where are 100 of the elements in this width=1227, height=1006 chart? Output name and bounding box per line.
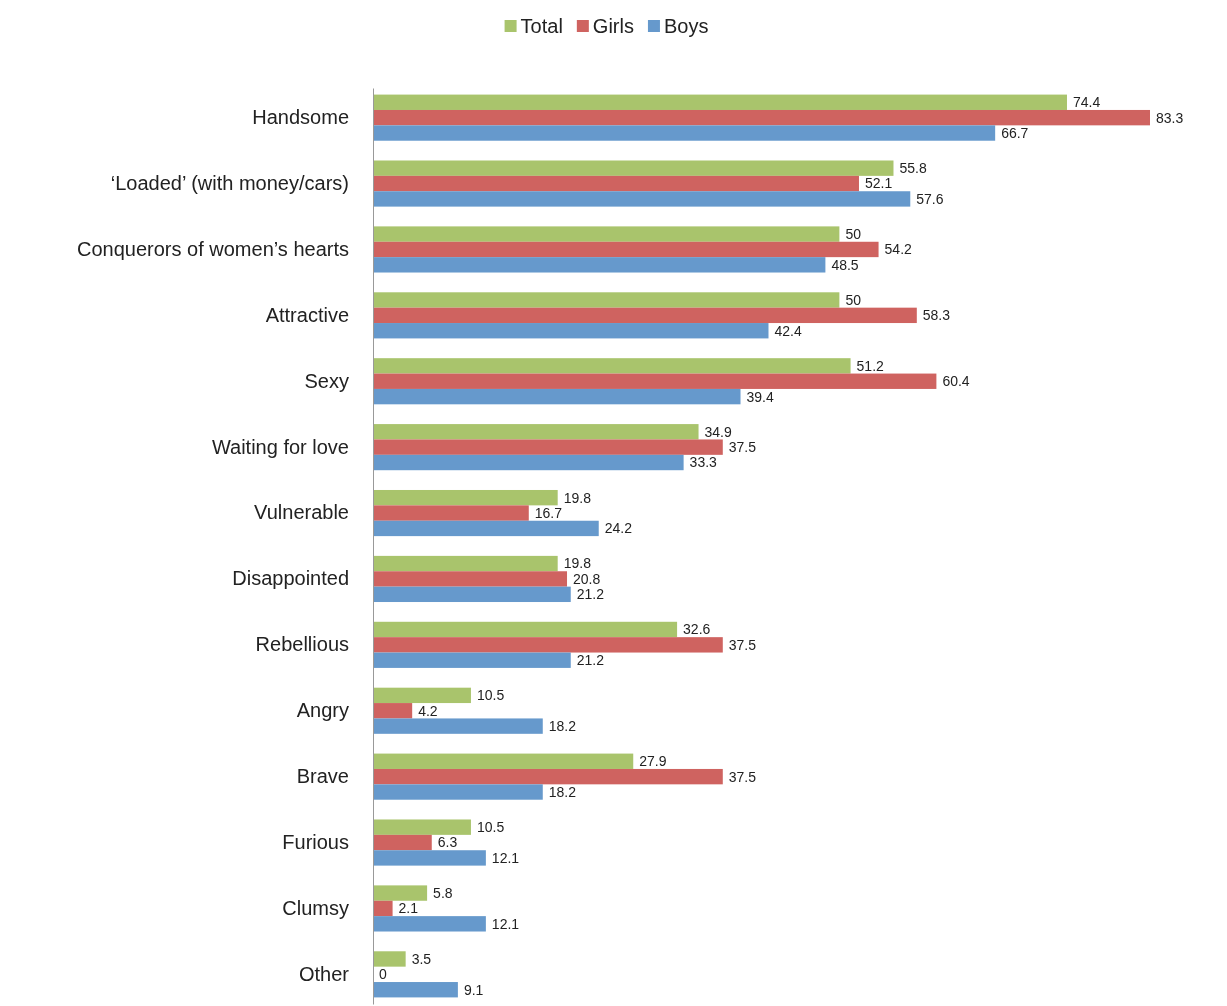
bar xyxy=(373,652,571,668)
y-tick-label: Disappointed xyxy=(232,567,349,590)
bar xyxy=(373,555,558,572)
y-tick-label: Rebellious xyxy=(255,633,349,656)
data-label: 6.3 xyxy=(437,834,458,851)
y-tick-label: Sexy xyxy=(304,369,349,392)
data-label: 27.9 xyxy=(639,753,667,770)
data-label: 54.2 xyxy=(884,241,913,258)
bar xyxy=(373,687,471,704)
bar xyxy=(373,753,634,769)
data-label: 50 xyxy=(845,291,862,308)
bar xyxy=(373,718,543,734)
bar xyxy=(373,571,568,587)
data-label: 50 xyxy=(845,225,862,242)
y-tick-label: Waiting for love xyxy=(211,435,349,458)
bar xyxy=(373,520,599,537)
data-label: 83.3 xyxy=(1156,109,1184,126)
y-tick-label: Furious xyxy=(282,830,349,853)
data-label: 37.5 xyxy=(728,439,757,456)
y-tick-label: Vulnerable xyxy=(254,501,349,524)
data-label: 9.1 xyxy=(463,981,484,998)
data-label: 57.6 xyxy=(916,190,944,207)
data-label: 60.4 xyxy=(942,373,970,390)
data-label: 37.5 xyxy=(728,636,757,653)
bar xyxy=(373,388,741,405)
data-label: 19.8 xyxy=(563,489,592,506)
bar xyxy=(373,241,879,258)
data-label: 48.5 xyxy=(831,256,859,273)
bar xyxy=(373,424,699,440)
data-label: 52.1 xyxy=(864,175,893,192)
data-label: 4.2 xyxy=(418,702,438,719)
data-label: 3.5 xyxy=(411,950,432,967)
data-label: 16.7 xyxy=(534,504,563,521)
bar xyxy=(373,454,684,471)
bar xyxy=(373,916,486,932)
bar xyxy=(373,94,1067,110)
bar xyxy=(373,358,851,374)
bar xyxy=(373,292,840,308)
bar xyxy=(373,175,859,192)
data-label: 39.4 xyxy=(746,388,774,405)
data-label: 21.2 xyxy=(576,586,605,603)
bar xyxy=(373,125,996,141)
bar xyxy=(373,586,571,603)
data-label: 10.5 xyxy=(476,687,505,704)
bar xyxy=(373,489,558,506)
data-label: 18.2 xyxy=(548,783,577,800)
bar xyxy=(373,307,917,324)
bar xyxy=(373,819,471,835)
bar xyxy=(373,373,937,389)
data-label: 33.3 xyxy=(689,454,718,471)
bar xyxy=(373,982,458,998)
data-label: 12.1 xyxy=(491,915,520,932)
y-tick-label: ‘Loaded’ (with money/cars) xyxy=(110,171,349,194)
y-tick-label: Clumsy xyxy=(282,896,349,919)
data-label: 0 xyxy=(379,966,387,983)
data-label: 12.1 xyxy=(491,849,520,866)
y-tick-label: Conquerors of women’s hearts xyxy=(77,237,349,260)
bar xyxy=(373,784,543,800)
legend-label: Girls xyxy=(592,15,634,37)
data-label: 32.6 xyxy=(683,621,711,638)
bar xyxy=(373,900,393,917)
data-label: 51.2 xyxy=(856,357,885,374)
data-label: 37.5 xyxy=(728,768,757,785)
bar xyxy=(373,834,432,851)
bar xyxy=(373,257,826,273)
bar xyxy=(373,439,723,455)
data-label: 74.4 xyxy=(1072,94,1101,111)
data-label: 21.2 xyxy=(576,652,605,669)
y-tick-label: Angry xyxy=(296,699,349,722)
bar xyxy=(373,850,486,866)
data-label: 19.8 xyxy=(563,555,592,572)
data-label: 18.2 xyxy=(548,718,577,735)
y-tick-label: Handsome xyxy=(252,106,349,129)
data-label: 66.7 xyxy=(1001,124,1029,141)
bar xyxy=(373,505,529,521)
data-label: 34.9 xyxy=(704,423,732,440)
bar xyxy=(373,703,413,719)
data-label: 55.8 xyxy=(899,160,927,177)
bar xyxy=(373,226,840,242)
legend-label: Total xyxy=(520,15,563,37)
data-label: 24.2 xyxy=(604,520,633,537)
bar xyxy=(373,768,723,785)
bar xyxy=(373,323,769,339)
y-tick-label: Other xyxy=(298,962,350,985)
data-label: 5.8 xyxy=(433,884,453,901)
bar xyxy=(373,885,428,901)
bar xyxy=(373,637,723,653)
data-label: 2.1 xyxy=(398,900,419,917)
bar xyxy=(373,621,678,638)
data-label: 10.5 xyxy=(476,819,505,836)
data-label: 20.8 xyxy=(573,570,601,587)
bar xyxy=(373,109,1150,126)
legend-label: Boys xyxy=(663,15,709,37)
data-label: 42.4 xyxy=(774,322,802,339)
bar xyxy=(373,951,406,967)
data-label: 58.3 xyxy=(922,307,951,324)
bar xyxy=(373,191,911,207)
bar xyxy=(373,160,894,176)
y-tick-label: Brave xyxy=(296,765,349,788)
y-tick-label: Attractive xyxy=(265,303,349,326)
